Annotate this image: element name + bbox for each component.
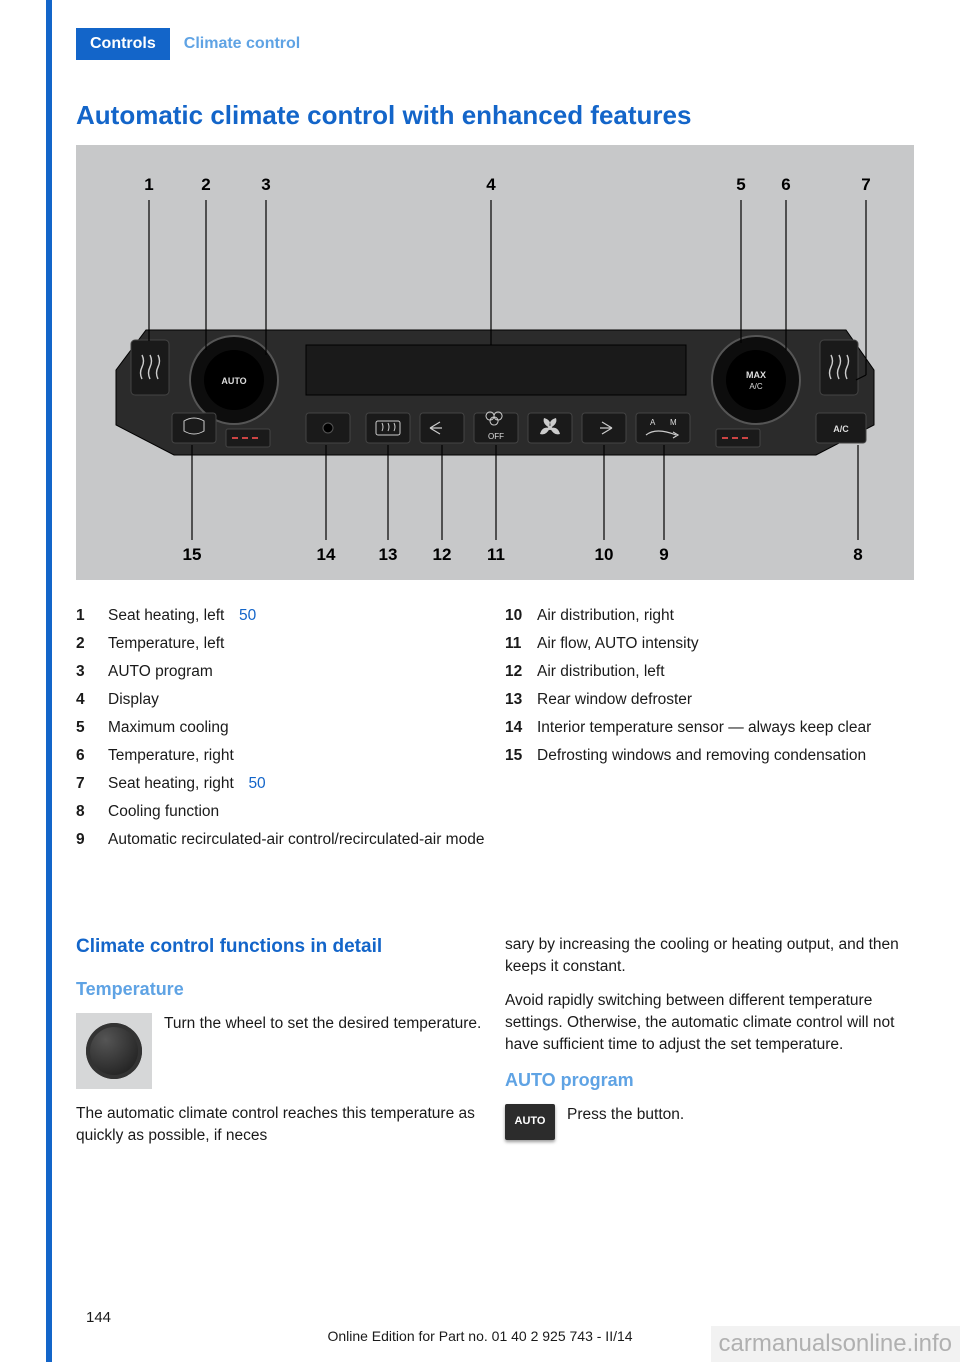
legend-item: 5 Maximum cooling (76, 716, 485, 740)
auto-instruction-row: AUTO Press the button. (505, 1104, 914, 1140)
legend-num: 1 (76, 604, 98, 628)
legend-num: 5 (76, 716, 98, 740)
left-accent-bar (46, 0, 52, 1362)
callout-12: 12 (433, 545, 452, 564)
callout-4: 4 (486, 175, 496, 194)
callout-6: 6 (781, 175, 790, 194)
temperature-paragraph-1: The automatic climate control reaches th… (76, 1103, 485, 1147)
legend-left-column: 1 Seat heating, left 50 2 Temperature, lef… (76, 604, 485, 856)
page-reference-link[interactable]: 50 (239, 607, 256, 624)
legend-item: 8 Cooling function (76, 800, 485, 824)
svg-text:M: M (670, 418, 677, 427)
legend-item: 10 Air distribution, right (505, 604, 914, 628)
page-header: Controls Climate control (76, 28, 916, 60)
legend-text: Air distribution, right (537, 604, 674, 628)
legend-num: 14 (505, 716, 527, 740)
callout-2: 2 (201, 175, 210, 194)
callout-7: 7 (861, 175, 870, 194)
legend-num: 12 (505, 660, 527, 684)
legend-num: 10 (505, 604, 527, 628)
temperature-knob-icon (76, 1013, 152, 1089)
legend-item: 1 Seat heating, left 50 (76, 604, 485, 628)
legend-text: Interior temperature sensor — always kee… (537, 716, 871, 740)
auto-program-heading: AUTO program (505, 1068, 914, 1094)
temperature-paragraph-2: sary by increasing the cooling or heatin… (505, 934, 914, 978)
callout-14: 14 (317, 545, 336, 564)
legend-text: Temperature, right (108, 744, 234, 768)
legend-text: AUTO program (108, 660, 213, 684)
body-left-column: Climate control functions in detail Temp… (76, 934, 485, 1159)
temperature-heading: Temperature (76, 977, 485, 1003)
callout-3: 3 (261, 175, 270, 194)
legend-item: 6 Temperature, right (76, 744, 485, 768)
dial-max-label: MAX (746, 370, 766, 380)
ac-button-label: A/C (833, 424, 849, 434)
callout-9: 9 (659, 545, 668, 564)
legend-item: 7 Seat heating, right 50 (76, 772, 485, 796)
callout-8: 8 (853, 545, 862, 564)
legend-item: 3 AUTO program (76, 660, 485, 684)
callout-10: 10 (595, 545, 614, 564)
temperature-instruction: Turn the wheel to set the de­sired tempe… (164, 1013, 481, 1089)
auto-button-icon: AUTO (505, 1104, 555, 1140)
legend-item: 15 Defrosting windows and removing conden… (505, 744, 914, 768)
legend-text: Defrosting windows and removing conden­s… (537, 744, 866, 768)
body-columns: Climate control functions in detail Temp… (76, 934, 914, 1159)
detail-heading: Climate control functions in detail (76, 934, 485, 961)
legend-num: 11 (505, 632, 527, 656)
legend-columns: 1 Seat heating, left 50 2 Temperature, lef… (76, 604, 914, 856)
body-right-column: sary by increasing the cooling or heatin… (505, 934, 914, 1159)
legend-item: 14 Interior temperature sensor — always k… (505, 716, 914, 740)
legend-item: 9 Automatic recirculated-air control/reci… (76, 828, 485, 852)
legend-item: 12 Air distribution, left (505, 660, 914, 684)
legend-num: 7 (76, 772, 98, 796)
callout-1: 1 (144, 175, 153, 194)
callout-13: 13 (379, 545, 398, 564)
callout-5: 5 (736, 175, 745, 194)
legend-text: Maximum cooling (108, 716, 229, 740)
temperature-instruction-row: Turn the wheel to set the de­sired tempe… (76, 1013, 485, 1089)
climate-control-diagram: AUTO OFF A M (76, 145, 914, 580)
legend-text: Seat heating, left 50 (108, 604, 256, 628)
header-section-tab: Controls (76, 28, 170, 60)
page-reference-link[interactable]: 50 (248, 775, 265, 792)
legend-item: 4 Display (76, 688, 485, 712)
legend-text: Air flow, AUTO intensity (537, 632, 699, 656)
legend-num: 13 (505, 688, 527, 712)
legend-num: 8 (76, 800, 98, 824)
legend-text: Display (108, 688, 159, 712)
temperature-paragraph-3: Avoid rapidly switching between differen… (505, 990, 914, 1056)
header-subtitle: Climate control (170, 28, 314, 60)
legend-num: 3 (76, 660, 98, 684)
page-number: 144 (86, 1309, 111, 1326)
dial-ac-label: A/C (749, 382, 763, 391)
page-title: Automatic climate control with enhanced … (76, 100, 691, 131)
legend-item: 2 Temperature, left (76, 632, 485, 656)
legend-num: 15 (505, 744, 527, 768)
watermark: carmanualsonline.info (711, 1326, 960, 1362)
legend-text: Air distribution, left (537, 660, 665, 684)
legend-num: 4 (76, 688, 98, 712)
legend-num: 6 (76, 744, 98, 768)
callout-11: 11 (487, 545, 505, 564)
legend-right-column: 10 Air distribution, right 11 Air flow, AU… (505, 604, 914, 856)
dial-auto-label: AUTO (221, 376, 246, 386)
legend-text: Seat heating, right 50 (108, 772, 266, 796)
legend-num: 2 (76, 632, 98, 656)
legend-text: Automatic recirculated-air control/recir… (108, 828, 484, 852)
legend-text: Cooling function (108, 800, 219, 824)
legend-text: Rear window defroster (537, 688, 692, 712)
svg-text:A: A (650, 418, 656, 427)
legend-item: 11 Air flow, AUTO intensity (505, 632, 914, 656)
off-label: OFF (488, 432, 504, 441)
legend-text: Temperature, left (108, 632, 224, 656)
legend-num: 9 (76, 828, 98, 852)
auto-instruction: Press the button. (567, 1104, 684, 1140)
legend-item: 13 Rear window defroster (505, 688, 914, 712)
callout-15: 15 (183, 545, 202, 564)
